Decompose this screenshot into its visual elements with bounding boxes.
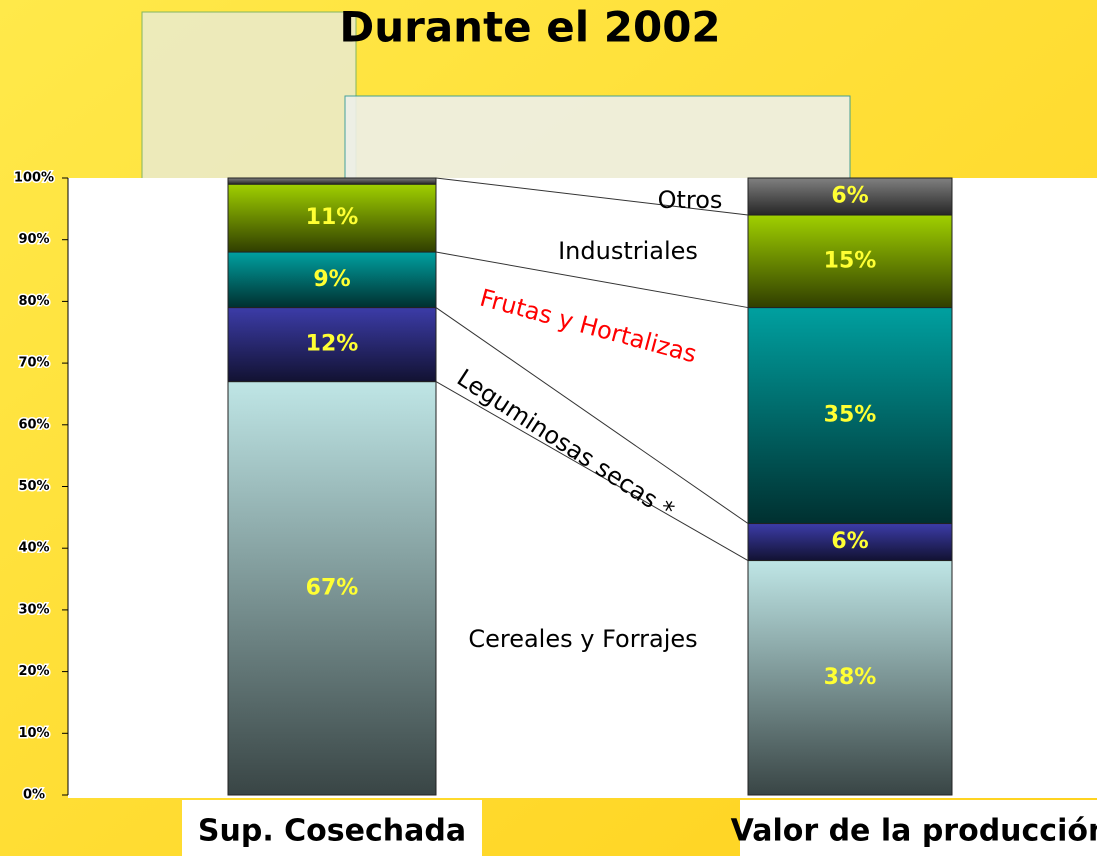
y-tick-label: 10% [18, 726, 49, 741]
value-label: 6% [831, 529, 868, 554]
photo [142, 12, 356, 182]
value-label: 9% [313, 267, 350, 292]
y-tick-label: 70% [18, 356, 49, 371]
x-tick-label: Valor de la producción [731, 814, 1097, 849]
y-tick-label: 0% [23, 788, 45, 803]
series-label: Cereales y Forrajes [468, 625, 697, 653]
y-tick-label: 40% [18, 541, 49, 556]
y-tick-label: 50% [18, 479, 49, 494]
y-tick-label: 80% [18, 294, 49, 309]
bar-segment [228, 178, 436, 184]
y-tick-label: 30% [18, 602, 49, 617]
y-tick-label: 20% [18, 664, 49, 679]
value-label: 15% [824, 248, 877, 273]
y-tick-label: 100% [14, 171, 54, 186]
chart: Durante el 2002 0% 10% 20% 30% 40% 50% 60% 70% 8… [0, 0, 1097, 856]
y-tick-label: 90% [18, 232, 49, 247]
value-label: 35% [824, 403, 877, 428]
y-tick-label: 60% [18, 417, 49, 432]
value-label: 12% [306, 332, 359, 357]
value-label: 11% [306, 205, 359, 230]
value-label: 67% [306, 575, 359, 600]
series-label: Otros [658, 186, 723, 214]
chart-title: Durante el 2002 [339, 3, 720, 52]
series-label: Industriales [558, 237, 698, 265]
value-label: 6% [831, 184, 868, 209]
photo [345, 96, 850, 182]
value-label: 38% [824, 665, 877, 690]
x-tick-label: Sup. Cosechada [198, 814, 466, 849]
